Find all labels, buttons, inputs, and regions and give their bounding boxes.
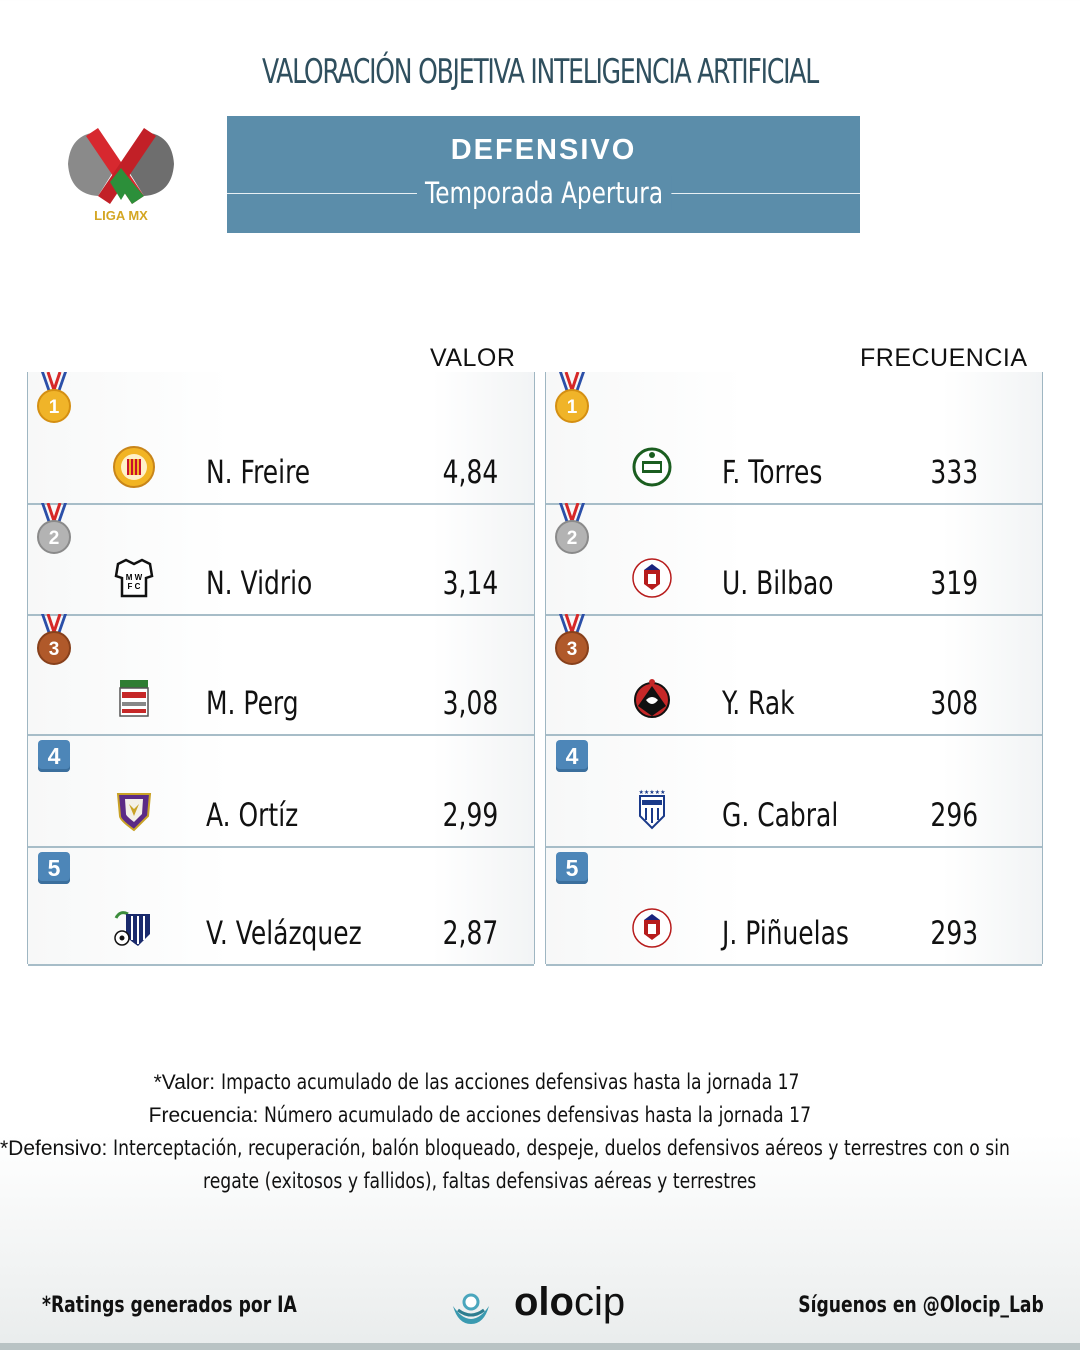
note-defensivo-key: *Defensivo:	[0, 1137, 108, 1160]
gold-medal-icon: 1	[34, 371, 74, 433]
player-value: 3,08	[442, 684, 498, 722]
player-value: 333	[930, 453, 978, 491]
player-name: J. Piñuelas	[722, 914, 849, 952]
note-frecuencia: Frecuencia: Número acumulado de acciones…	[0, 1099, 1080, 1132]
player-value: 2,99	[442, 796, 498, 834]
player-value: 319	[930, 564, 978, 602]
bronze-medal-icon: 3	[34, 613, 74, 675]
gold-medal-icon: 1	[552, 371, 592, 433]
rank-badge: 4	[38, 740, 70, 772]
player-name: G. Cabral	[722, 796, 839, 834]
page-title: VALORACIÓN OBJETIVA INTELIGENCIA ARTIFIC…	[262, 52, 819, 92]
club-crest-yellow-icon	[112, 445, 156, 489]
bronze-medal-icon: 3	[552, 613, 592, 675]
player-value: 4,84	[442, 453, 498, 491]
brand-bold: olo	[514, 1280, 574, 1324]
olocip-logo-icon	[453, 1293, 489, 1324]
ranking-row: 1 F. Torres 333	[546, 371, 1042, 505]
note-valor-key: *Valor:	[153, 1071, 216, 1094]
svg-text:3: 3	[49, 639, 60, 660]
category-title: DEFENSIVO	[450, 134, 637, 166]
season-subtitle: Temporada Apertura	[416, 176, 671, 210]
player-name: N. Freire	[206, 453, 311, 491]
ranking-row: 5 V. Velázquez 2,87	[28, 846, 534, 966]
player-value: 308	[930, 684, 978, 722]
olocip-wordmark: olocip	[514, 1280, 625, 1325]
ranking-row: 4 A. Ortíz 2,99	[28, 734, 534, 848]
player-name: U. Bilbao	[722, 564, 834, 602]
player-name: V. Velázquez	[206, 914, 362, 952]
player-value: 3,14	[442, 564, 498, 602]
footnotes: *Valor: Impacto acumulado de las accione…	[0, 1066, 1080, 1198]
silver-medal-icon: 2	[34, 502, 74, 564]
liga-mx-logo: LIGA MX	[58, 124, 184, 224]
ranking-row: 2 U. Bilbao 319	[546, 502, 1042, 616]
club-crest-blue-stripes-icon	[112, 906, 156, 950]
club-crest-san-luis-icon	[630, 906, 674, 950]
club-crest-purple-shield-icon	[112, 788, 156, 832]
player-name: A. Ortíz	[206, 796, 299, 834]
player-name: N. Vidrio	[206, 564, 313, 602]
svg-text:2: 2	[49, 528, 60, 549]
note-defensivo-cont: regate (exitosos y fallidos), faltas def…	[0, 1165, 1080, 1198]
silver-medal-icon: 2	[552, 502, 592, 564]
club-crest-pachuca-icon: ★★★★★	[630, 788, 674, 832]
player-value: 293	[930, 914, 978, 952]
ranking-row: 3 Y. Rak 308	[546, 613, 1042, 736]
svg-text:1: 1	[49, 397, 60, 418]
svg-text:2: 2	[567, 528, 578, 549]
bottom-bar	[0, 1343, 1080, 1350]
player-name: Y. Rak	[722, 684, 795, 722]
note-defensivo: *Defensivo: Interceptación, recuperación…	[0, 1132, 1080, 1165]
svg-text:★★★★★: ★★★★★	[639, 789, 666, 796]
ranking-row: 3 M. Perg 3,08	[28, 613, 534, 736]
ranking-table-frecuencia: 1 F. Torres 333 2 U. Bilbao 319 3 Y. Rak 308 4 ★★★…	[545, 371, 1043, 966]
note-frecuencia-text: Número acumulado de acciones defensivas …	[264, 1103, 812, 1127]
rank-badge: 4	[556, 740, 588, 772]
note-valor: *Valor: Impacto acumulado de las accione…	[0, 1066, 1080, 1099]
liga-mx-text: LIGA MX	[94, 208, 148, 223]
ranking-row: 5 J. Piñuelas 293	[546, 846, 1042, 966]
note-frecuencia-key: Frecuencia:	[148, 1104, 259, 1127]
club-crest-tijuana-icon	[630, 676, 674, 720]
player-name: F. Torres	[722, 453, 823, 491]
category-banner: DEFENSIVO Temporada Apertura	[227, 116, 860, 233]
brand-light: cip	[573, 1280, 626, 1324]
club-crest-maldonado-icon	[112, 676, 156, 720]
footer-ratings-note: *Ratings generados por IA	[42, 1293, 297, 1318]
column-header-valor: VALOR	[430, 344, 516, 372]
ranking-row: 4 ★★★★★ G. Cabral 296	[546, 734, 1042, 848]
svg-text:M W: M W	[126, 573, 143, 582]
club-crest-santos-icon	[630, 445, 674, 489]
ranking-row: 1 N. Freire 4,84	[28, 371, 534, 505]
svg-text:F C: F C	[128, 582, 141, 591]
player-value: 296	[930, 796, 978, 834]
column-header-frecuencia: FRECUENCIA	[860, 344, 1028, 372]
note-defensivo-text: Interceptación, recuperación, balón bloq…	[113, 1136, 1011, 1160]
player-name: M. Perg	[206, 684, 299, 722]
svg-text:3: 3	[567, 639, 578, 660]
club-crest-san-luis-icon	[630, 556, 674, 600]
rank-badge: 5	[38, 852, 70, 884]
note-valor-text: Impacto acumulado de las acciones defens…	[220, 1070, 800, 1094]
svg-text:1: 1	[567, 397, 578, 418]
footer-social-handle[interactable]: Síguenos en @Olocip_Lab	[798, 1293, 1044, 1318]
note-defensivo-text-2: regate (exitosos y fallidos), faltas def…	[202, 1169, 756, 1193]
rank-badge: 5	[556, 852, 588, 884]
player-value: 2,87	[442, 914, 498, 952]
